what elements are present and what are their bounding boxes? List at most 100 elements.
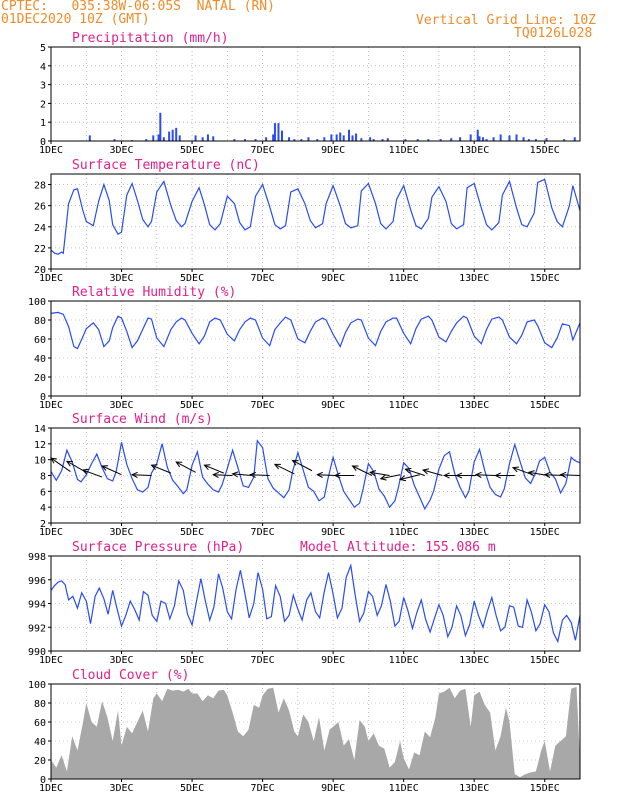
wind-arrowhead	[130, 471, 138, 478]
precip-bar	[499, 134, 502, 141]
y-tick-label: 40	[34, 354, 46, 365]
x-tick-label: 11DEC	[389, 400, 419, 411]
precip-bar	[450, 138, 453, 141]
wind-arrowhead	[398, 475, 407, 482]
y-tick-label: 996	[28, 576, 46, 587]
y-tick-label: 4	[40, 62, 46, 73]
precip-bar	[280, 130, 283, 141]
wind-arrow	[50, 457, 71, 472]
y-tick-label: 990	[28, 647, 46, 658]
panel-annotation: Model Altitude: 155.086 m	[300, 540, 496, 555]
precip-bar	[300, 139, 303, 141]
x-tick-label: 15DEC	[530, 527, 560, 538]
precip-bar	[159, 112, 162, 141]
precip-bar	[459, 137, 462, 141]
wind-arrowhead	[273, 463, 281, 470]
x-tick-label: 1DEC	[39, 273, 63, 284]
precip-bar	[273, 123, 276, 141]
wind-arrow	[274, 463, 295, 475]
precip-bar	[492, 137, 495, 141]
x-tick-label: 3DEC	[109, 783, 133, 794]
wind-arrow	[213, 474, 233, 476]
wind-arrowhead	[455, 472, 463, 479]
precip-bar	[416, 139, 419, 141]
x-tick-label: 11DEC	[389, 783, 419, 794]
x-tick-label: 11DEC	[389, 527, 419, 538]
y-tick-label: 20	[34, 265, 46, 276]
wind-arrowhead	[511, 466, 520, 473]
x-tick-label: 13DEC	[459, 145, 489, 156]
precip-bar	[201, 137, 204, 141]
precip-bar	[113, 139, 116, 141]
y-tick-label: 12	[34, 440, 46, 451]
series-line	[50, 439, 581, 511]
precip-bar	[316, 139, 319, 141]
precip-bar	[254, 139, 257, 141]
y-tick-label: 80	[34, 316, 46, 327]
precip-bar	[351, 135, 354, 141]
wind-arrow	[204, 464, 224, 474]
wind-arrowhead	[81, 468, 89, 475]
precip-bar	[522, 137, 525, 141]
x-tick-label: 7DEC	[251, 783, 275, 794]
wind-arrow	[352, 465, 373, 476]
precip-bar	[386, 138, 389, 141]
y-tick-label: 100	[28, 680, 46, 691]
x-tick-label: 3DEC	[109, 400, 133, 411]
precip-bar	[88, 135, 91, 141]
wind-arrowhead	[543, 471, 551, 478]
panel-title: Precipitation (mm/h)	[72, 31, 229, 46]
x-tick-label: 9DEC	[321, 655, 345, 666]
precip-bar	[323, 137, 326, 141]
y-tick-label: 5	[40, 43, 46, 54]
wind-arrowhead	[559, 471, 567, 478]
x-tick-label: 3DEC	[109, 145, 133, 156]
x-tick-label: 13DEC	[459, 527, 489, 538]
panel-title: Surface Temperature (nC)	[72, 158, 260, 173]
wind-arrow	[292, 460, 313, 472]
wind-arrowhead	[422, 468, 430, 475]
wind-arrowhead	[379, 474, 387, 481]
x-tick-label: 9DEC	[321, 145, 345, 156]
precip-bar	[171, 129, 174, 141]
wind-arrowhead	[404, 467, 412, 474]
header-model-id: TQ0126L028	[514, 26, 593, 41]
y-tick-label: 40	[34, 737, 46, 748]
precip-bar	[404, 139, 407, 141]
x-tick-label: 7DEC	[251, 400, 275, 411]
wind-arrowhead	[527, 470, 535, 477]
x-tick-label: 15DEC	[530, 273, 560, 284]
wind-arrow	[422, 469, 443, 476]
x-tick-label: 15DEC	[530, 783, 560, 794]
wind-arrow	[560, 474, 581, 476]
wind-arrowhead	[175, 461, 183, 468]
precip-bar	[168, 131, 171, 141]
precip-bar	[212, 136, 215, 141]
y-tick-label: 2	[40, 519, 46, 530]
x-tick-label: 9DEC	[321, 527, 345, 538]
wind-arrowhead	[150, 464, 158, 471]
y-tick-label: 26	[34, 202, 46, 213]
panel-frame	[50, 683, 581, 780]
x-tick-label: 5DEC	[180, 527, 204, 538]
x-tick-label: 5DEC	[180, 145, 204, 156]
precip-bar	[339, 132, 342, 141]
precip-bar	[527, 139, 530, 141]
wind-arrow	[380, 474, 401, 480]
precip-bar	[369, 137, 372, 141]
precip-bar	[485, 139, 488, 141]
wind-arrowhead	[494, 472, 502, 479]
x-tick-label: 1DEC	[39, 527, 63, 538]
x-tick-label: 15DEC	[530, 145, 560, 156]
precip-bar	[243, 139, 246, 141]
x-tick-label: 5DEC	[180, 273, 204, 284]
precip-bar	[288, 137, 291, 141]
precip-bar	[372, 139, 375, 141]
x-tick-label: 5DEC	[180, 783, 204, 794]
precip-bar	[573, 137, 576, 141]
x-tick-label: 5DEC	[180, 655, 204, 666]
precip-bar	[355, 133, 358, 141]
y-tick-label: 3	[40, 81, 46, 92]
x-tick-label: 15DEC	[530, 400, 560, 411]
precip-bar	[265, 137, 268, 141]
